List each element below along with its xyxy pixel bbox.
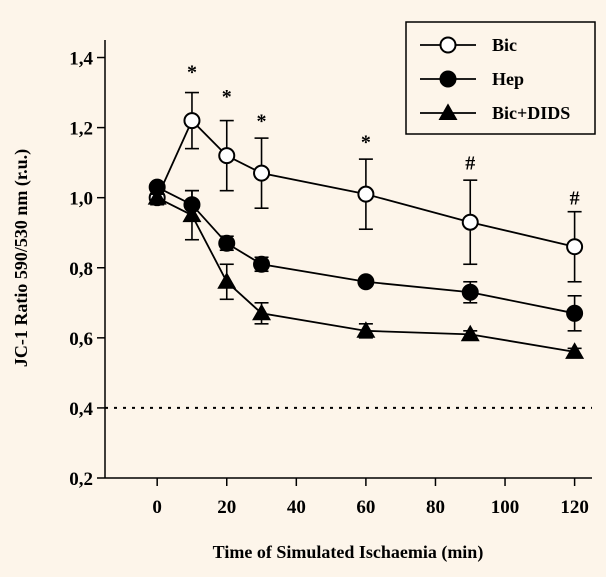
y-tick-label: 1,2	[69, 119, 93, 140]
legend-label: Bic+DIDS	[492, 103, 570, 123]
marker-open-circle	[461, 213, 479, 231]
y-tick-label: 0,8	[69, 259, 93, 280]
marker-triangle	[460, 324, 480, 342]
series-layer	[147, 91, 585, 359]
marker-triangle	[182, 205, 202, 223]
annotation-layer: * * * * # #	[187, 62, 580, 210]
significance-marker: *	[187, 62, 197, 84]
marker-triangle	[565, 342, 585, 359]
legend-items: Bic Hep Bic+DIDS	[420, 35, 570, 123]
x-axis-title: Time of Simulated Ischaemia (min)	[213, 542, 484, 563]
plot-area	[104, 40, 592, 479]
y-tick-label: 0,2	[69, 469, 93, 490]
x-axis-ticks: 0 20 40 60 80 100 120	[152, 478, 589, 518]
legend-item: Bic+DIDS	[420, 103, 570, 123]
legend-box	[405, 21, 596, 135]
marker-filled-circle	[218, 234, 236, 252]
x-tick-label: 40	[287, 497, 306, 518]
marker-open-circle	[253, 164, 271, 182]
y-axis-ticks: 0,2 0,4 0,6 0,8 1,0 1,2 1,4	[69, 49, 105, 490]
marker-open-circle	[218, 147, 236, 165]
x-tick-label: 0	[152, 497, 162, 518]
legend-item: Bic	[420, 35, 517, 55]
marker-filled-circle	[439, 70, 457, 88]
y-tick-label: 0,6	[69, 329, 93, 350]
y-tick-label: 0,4	[69, 399, 93, 420]
marker-filled-circle	[566, 304, 584, 322]
significance-marker: #	[570, 188, 580, 210]
marker-filled-circle	[461, 283, 479, 301]
significance-marker: *	[361, 132, 371, 154]
x-tick-label: 100	[491, 497, 520, 518]
series-bic-dids	[147, 188, 585, 359]
marker-open-circle	[183, 112, 201, 130]
x-tick-label: 60	[356, 497, 375, 518]
y-tick-label: 1,0	[69, 189, 93, 210]
series-bic	[148, 91, 584, 283]
marker-triangle	[252, 303, 272, 321]
significance-marker: *	[257, 111, 267, 133]
marker-triangle	[356, 321, 376, 338]
marker-filled-circle	[357, 273, 375, 291]
x-tick-label: 120	[560, 497, 589, 518]
y-tick-label: 1,4	[69, 49, 93, 70]
x-tick-label: 80	[426, 497, 445, 518]
marker-open-circle	[357, 185, 375, 203]
legend-label: Bic	[492, 35, 517, 55]
significance-marker: #	[465, 153, 475, 175]
legend-label: Hep	[492, 69, 524, 89]
marker-triangle	[217, 272, 237, 289]
significance-marker: *	[222, 86, 232, 108]
marker-triangle	[147, 188, 167, 205]
legend: Bic Hep Bic+DIDS	[405, 21, 596, 135]
marker-open-circle	[439, 36, 457, 54]
y-axis-title: JC-1 Ratio 590/530 nm (r.u.)	[11, 149, 32, 367]
marker-open-circle	[566, 238, 584, 256]
marker-triangle	[438, 103, 458, 120]
marker-filled-circle	[253, 255, 271, 273]
x-tick-label: 20	[217, 497, 236, 518]
legend-item: Hep	[420, 69, 524, 89]
